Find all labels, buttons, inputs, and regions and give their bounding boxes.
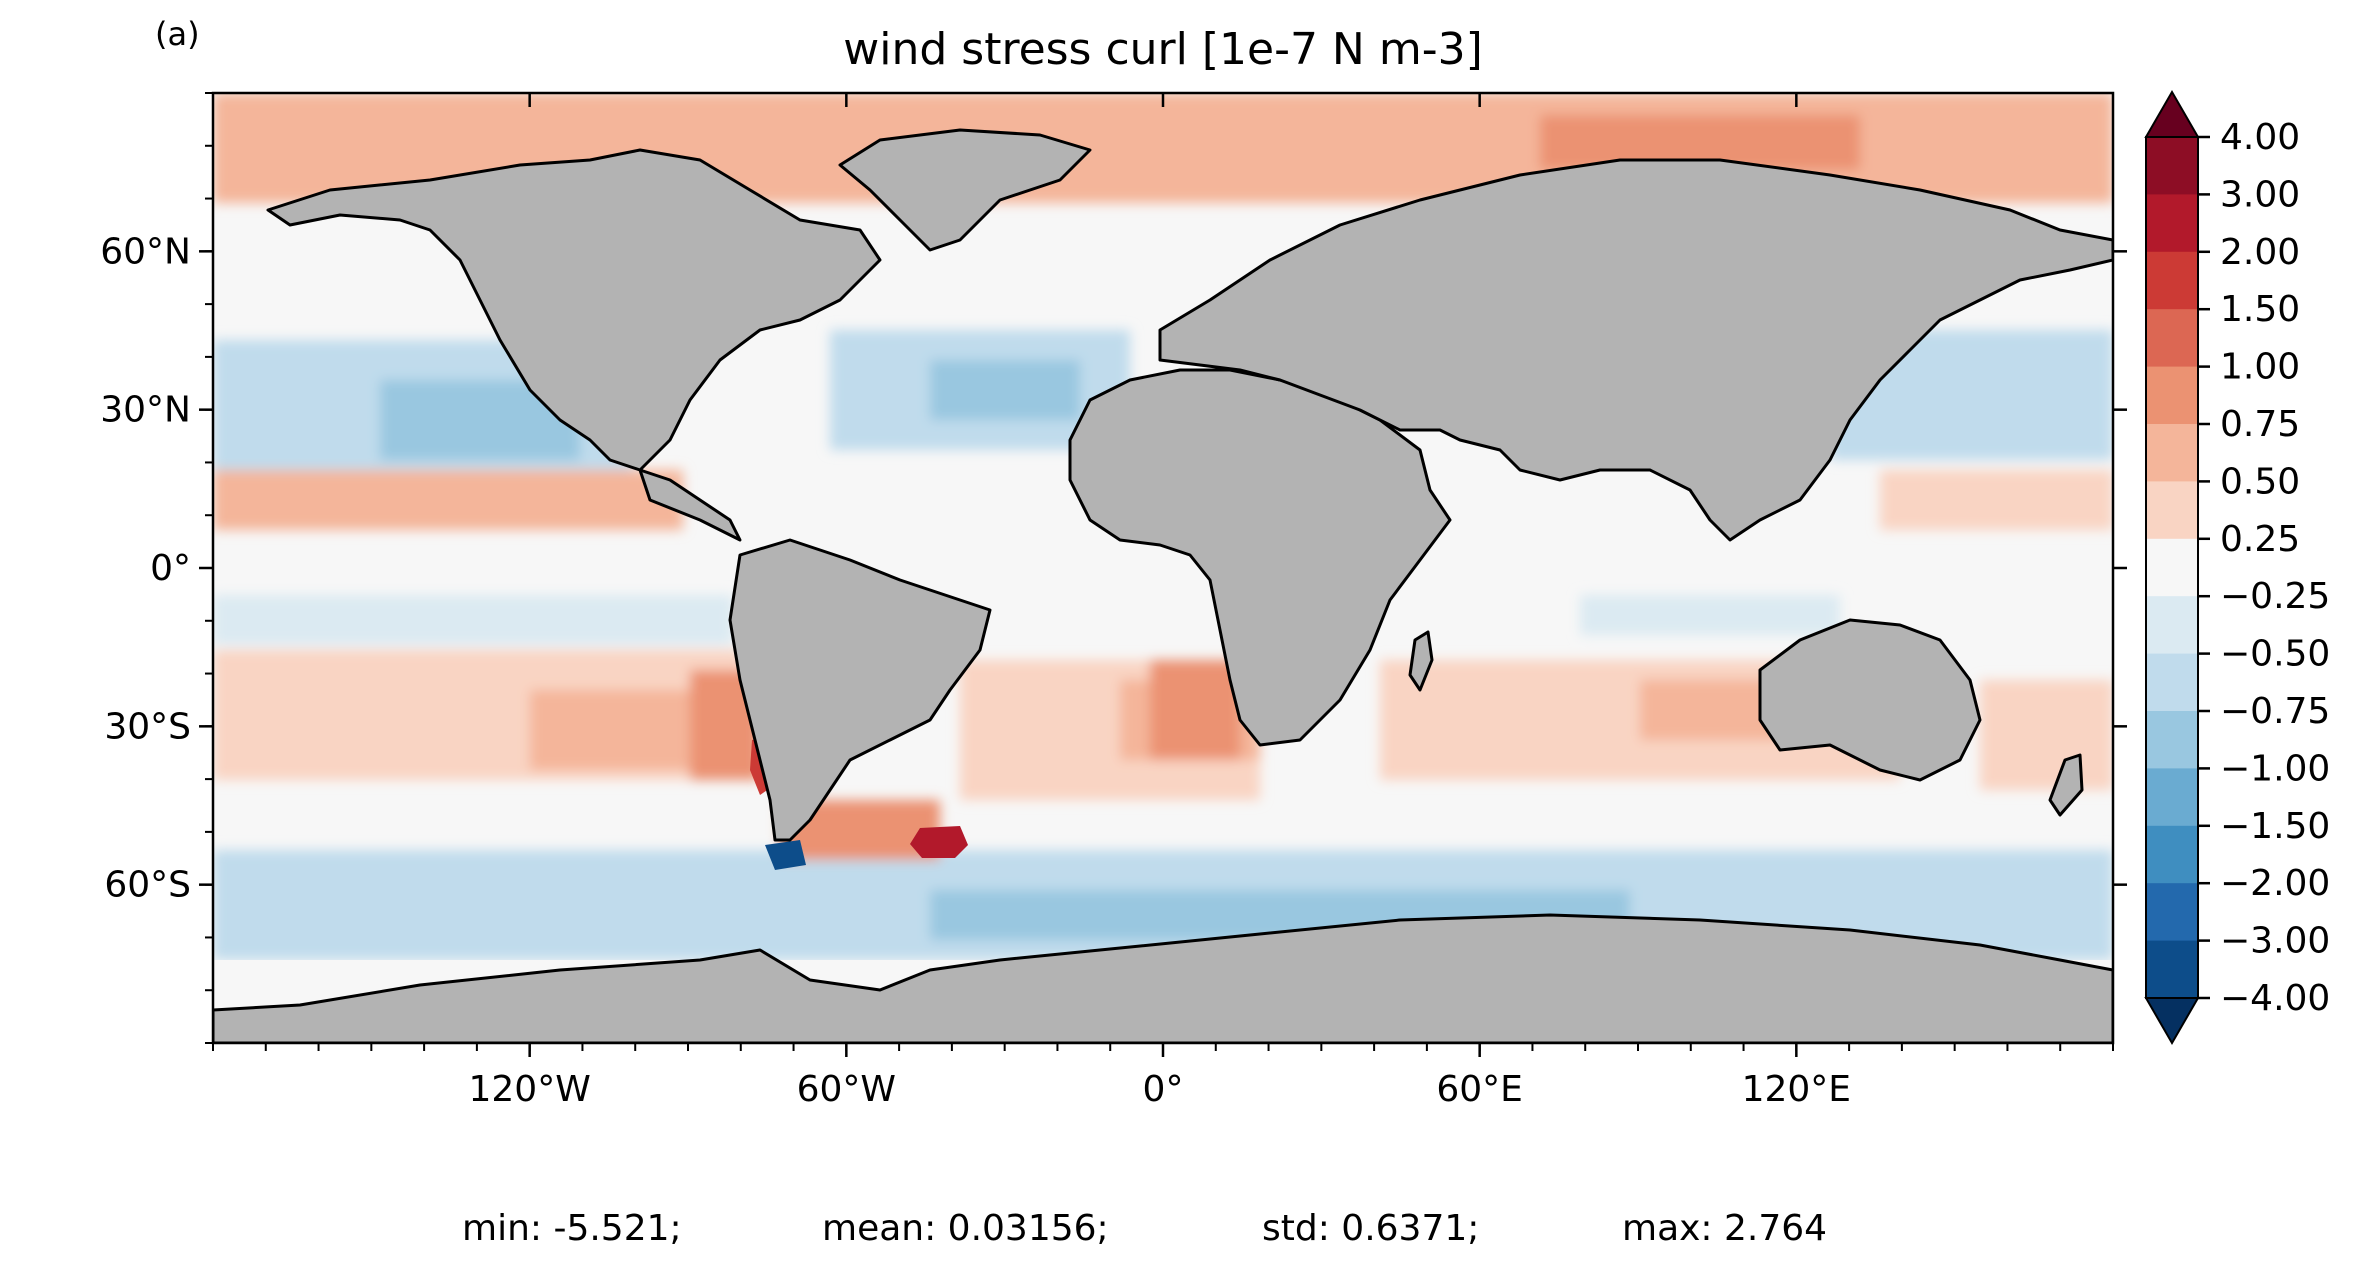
drake-strong-neg — [765, 840, 806, 870]
colorbar-tick-label: −1.00 — [2220, 748, 2330, 789]
colorbar-tick-label: 4.00 — [2220, 117, 2300, 158]
panel-label: (a) — [155, 15, 200, 53]
colorbar-segment — [2146, 137, 2198, 195]
eurasia — [1158, 158, 2113, 542]
y-tick-label: 0° — [150, 548, 191, 589]
africa-eurasia — [1068, 368, 1452, 747]
colorbar-segment — [2146, 481, 2198, 540]
colorbar-segment — [2146, 538, 2198, 597]
falkland-strong — [910, 826, 968, 858]
colorbar-tick-label: −0.50 — [2220, 634, 2330, 675]
colorbar-segment — [2146, 825, 2198, 884]
colorbar-tick-label: 1.00 — [2220, 347, 2300, 388]
colorbar-tick-label: 0.50 — [2220, 461, 2300, 502]
x-axis: 120°W 60°W 0° 60°E 120°E — [212, 93, 2114, 1110]
colorbar-segment — [2146, 883, 2198, 942]
colorbar-extend-max — [2144, 90, 2200, 138]
wpac-pos-band — [1880, 470, 2113, 530]
colorbar-segment — [2146, 940, 2198, 999]
colorbar-tick-label: −3.00 — [2220, 921, 2330, 962]
sind-pos-core — [1640, 680, 1780, 740]
map — [213, 93, 2113, 1043]
y-tick-label: 60°S — [104, 865, 191, 906]
colorbar-frame — [2145, 136, 2199, 999]
madagascar — [1408, 630, 1434, 692]
tasman-pos — [1980, 680, 2113, 790]
colorbar-tick-label: −2.00 — [2220, 863, 2330, 904]
x-tick-label: 0° — [1143, 1069, 1184, 1110]
colorbar-segment — [2146, 366, 2198, 425]
y-tick-label: 60°N — [100, 231, 191, 272]
south-america — [728, 538, 992, 842]
x-tick-label: 60°W — [797, 1069, 896, 1110]
colorbar-tick-label: 2.00 — [2220, 232, 2300, 273]
stat-mean: mean: 0.03156; — [822, 1208, 1109, 1249]
colorbar-tick-label: 0.25 — [2220, 519, 2300, 560]
colorbar-segment — [2146, 596, 2198, 655]
colorbar-tick-label: −1.50 — [2220, 806, 2330, 847]
colorbar-tick-label: −0.25 — [2220, 576, 2330, 617]
north-america — [266, 148, 882, 542]
land — [213, 128, 2113, 1043]
colorbar-segment — [2146, 194, 2198, 253]
colorbar-segment — [2146, 768, 2198, 827]
colorbar-tick-label: 1.50 — [2220, 289, 2300, 330]
colorbar-tick-label: 3.00 — [2220, 174, 2300, 215]
colorbar-tick-label: 0.75 — [2220, 404, 2300, 445]
x-tick-label: 60°E — [1436, 1069, 1523, 1110]
stat-std: std: 0.6371; — [1262, 1208, 1479, 1249]
y-tick-label: 30°N — [100, 390, 191, 431]
colorbar-segment — [2146, 424, 2198, 482]
benguela-pos — [1150, 660, 1240, 760]
colorbar-tick-label: −0.75 — [2220, 691, 2330, 732]
colorbar-tick-label: −4.00 — [2220, 978, 2330, 1019]
y-axis: 60°N 30°N 0° 30°S 60°S — [100, 92, 2127, 1044]
colorbar-extend-min — [2144, 997, 2200, 1045]
x-tick-label: 120°W — [469, 1069, 591, 1110]
natl-neg-core — [930, 360, 1080, 420]
map-title: wind stress curl [1e-7 N m-3] — [843, 24, 1482, 75]
colorbar-segment — [2146, 251, 2198, 310]
npac-pos-band — [213, 470, 683, 530]
stat-min: min: -5.521; — [462, 1208, 682, 1249]
colorbar-segment — [2146, 711, 2198, 769]
x-tick-label: 120°E — [1742, 1069, 1851, 1110]
colorbar-segment — [2146, 309, 2198, 368]
indian-eq-neg — [1580, 595, 1840, 635]
eq-neg-band — [213, 595, 733, 645]
colorbar-segment — [2146, 653, 2198, 712]
greenland — [838, 128, 1092, 252]
antarctica — [213, 913, 2113, 1043]
stat-max: max: 2.764 — [1622, 1208, 1827, 1249]
australia — [1758, 618, 1982, 782]
new-zealand — [2048, 753, 2084, 817]
colorbar: 4.00 3.00 2.00 1.50 1.00 0.75 0.50 0.25 −0.25 −0.… — [2144, 90, 2330, 1045]
y-tick-label: 30°S — [104, 706, 191, 747]
